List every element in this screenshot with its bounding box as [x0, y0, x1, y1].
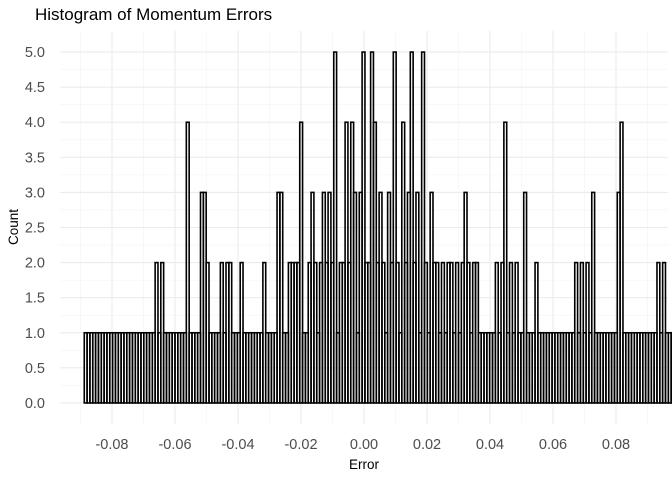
histogram-bar: [409, 51, 414, 404]
y-tick-label: 4.5: [25, 80, 45, 96]
histogram-bar: [619, 121, 624, 404]
y-tick-label: 1.0: [25, 326, 45, 342]
x-tick-label: 0.00: [350, 437, 378, 453]
y-tick-label: 2.5: [25, 221, 45, 237]
histogram-bar: [503, 121, 508, 404]
x-tick-label: -0.06: [158, 437, 191, 453]
y-tick-label: 5.0: [25, 45, 45, 61]
y-tick-label: 4.0: [25, 115, 45, 131]
y-tick-label: 2.0: [25, 256, 45, 272]
histogram-bar: [298, 121, 304, 404]
histogram-bar: [279, 191, 284, 404]
x-tick-label: -0.04: [221, 437, 254, 453]
y-tick-label: 3.0: [25, 185, 45, 201]
histogram-bar: [590, 191, 596, 404]
y-tick-label: 3.5: [25, 150, 45, 166]
chart-title: Histogram of Momentum Errors: [35, 5, 272, 24]
histogram-bar: [420, 51, 426, 404]
histogram-bar: [392, 51, 397, 404]
histogram-bar: [522, 191, 528, 404]
histogram-bars: [83, 51, 672, 404]
histogram-bar: [332, 51, 338, 404]
x-axis-label: Error: [349, 457, 380, 472]
histogram-bar: [670, 331, 672, 404]
histogram-bar: [185, 121, 190, 404]
x-tick-label: 0.02: [413, 437, 441, 453]
y-tick-label: 1.5: [25, 291, 45, 307]
x-tick-label: -0.02: [284, 437, 317, 453]
histogram-bar: [352, 191, 358, 404]
x-axis-ticks: -0.08 -0.06 -0.04 -0.02 0.00 0.02 0.04 0.06 0.08: [95, 437, 630, 453]
y-axis-ticks: 0.0 0.5 1.0 1.5 2.0 2.5 3.0 3.5 4.0 4.5 5.0: [25, 45, 45, 412]
histogram-bar: [361, 51, 366, 404]
y-tick-label: 0.0: [25, 396, 45, 412]
histogram-bar: [415, 191, 420, 404]
x-tick-label: 0.04: [476, 437, 504, 453]
x-tick-label: 0.06: [539, 437, 567, 453]
y-axis-label: Count: [6, 209, 21, 245]
x-tick-label: -0.08: [95, 437, 128, 453]
y-tick-label: 0.5: [25, 361, 45, 377]
x-tick-label: 0.08: [602, 437, 630, 453]
